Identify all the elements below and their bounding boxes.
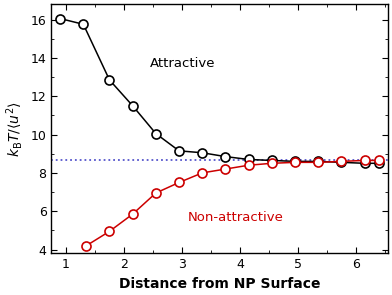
Y-axis label: $k_{\mathrm{B}}T/\langle u^2\rangle$: $k_{\mathrm{B}}T/\langle u^2\rangle$ — [4, 101, 25, 157]
Text: Non-attractive: Non-attractive — [188, 211, 284, 224]
X-axis label: Distance from NP Surface: Distance from NP Surface — [119, 277, 320, 291]
Text: Attractive: Attractive — [150, 58, 216, 71]
